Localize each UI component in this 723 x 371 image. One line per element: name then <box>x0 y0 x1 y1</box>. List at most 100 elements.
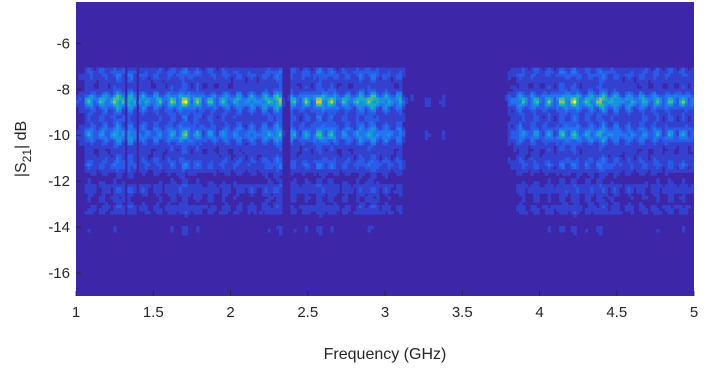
contour-cell <box>547 76 552 81</box>
contour-cell <box>84 97 89 102</box>
contour-cell <box>290 181 294 185</box>
contour-cell <box>253 94 257 99</box>
contour-cell <box>310 157 314 161</box>
contour-cell <box>170 103 174 108</box>
contour-cell <box>238 127 243 131</box>
contour-cell <box>393 118 397 123</box>
contour-cell <box>153 106 157 111</box>
contour-cell <box>370 139 374 143</box>
contour-cell <box>361 112 366 117</box>
contour-cell <box>227 73 231 78</box>
contour-cell <box>353 163 357 167</box>
contour-cell <box>116 196 120 200</box>
contour-cell <box>381 139 386 143</box>
contour-cell <box>424 136 429 140</box>
contour-cell <box>333 100 337 105</box>
contour-cell <box>536 118 540 123</box>
contour-cell <box>301 139 306 143</box>
contour-cell <box>544 211 549 215</box>
contour-cell <box>370 133 374 137</box>
contour-cell <box>130 175 134 179</box>
contour-cell <box>513 94 517 99</box>
contour-cell <box>181 187 186 191</box>
contour-cell <box>384 175 389 179</box>
contour-cell <box>384 136 389 140</box>
contour-cell <box>113 199 117 203</box>
contour-cell <box>541 103 546 108</box>
contour-cell <box>176 118 180 123</box>
contour-cell <box>218 124 223 129</box>
contour-cell <box>378 133 383 137</box>
contour-cell <box>201 97 206 102</box>
contour-cell <box>344 184 349 188</box>
contour-cell <box>170 85 174 90</box>
contour-cell <box>521 103 526 108</box>
contour-cell <box>338 103 343 108</box>
contour-cell <box>113 67 117 72</box>
contour-cell <box>378 184 383 188</box>
contour-cell <box>393 136 397 140</box>
contour-cell <box>521 151 526 155</box>
contour-cell <box>144 166 149 170</box>
contour-cell <box>156 193 160 197</box>
contour-cell <box>356 184 360 188</box>
contour-cell <box>184 82 189 87</box>
contour-cell <box>244 145 249 149</box>
contour-cell <box>170 166 174 170</box>
contour-cell <box>356 85 360 90</box>
contour-cell <box>533 118 537 123</box>
contour-cell <box>193 100 197 105</box>
contour-cell <box>290 136 294 140</box>
contour-cell <box>356 130 360 134</box>
contour-cell <box>113 211 117 215</box>
contour-cell <box>233 139 237 143</box>
contour-cell <box>547 82 552 87</box>
contour-cell <box>118 79 123 84</box>
contour-cell <box>381 82 386 87</box>
contour-cell <box>547 91 552 96</box>
contour-cell <box>530 103 534 108</box>
contour-cell <box>210 208 214 212</box>
contour-cell <box>373 82 377 87</box>
contour-cell <box>178 139 183 143</box>
contour-cell <box>364 118 369 123</box>
contour-cell <box>376 142 380 146</box>
contour-cell <box>170 82 174 87</box>
contour-cell <box>521 160 526 164</box>
contour-cell <box>316 136 320 140</box>
contour-cell <box>84 106 89 111</box>
contour-cell <box>384 112 389 117</box>
contour-cell <box>373 145 377 149</box>
contour-cell <box>264 118 269 123</box>
contour-cell <box>173 88 177 93</box>
contour-cell <box>236 130 240 134</box>
contour-cell <box>127 94 131 99</box>
contour-cell <box>130 94 134 99</box>
contour-cell <box>233 67 237 72</box>
contour-cell <box>196 130 200 134</box>
contour-cell <box>81 133 86 137</box>
contour-cell <box>196 196 200 200</box>
contour-cell <box>516 139 520 143</box>
contour-cell <box>367 100 371 105</box>
contour-cell <box>113 205 117 209</box>
contour-cell <box>216 136 220 140</box>
contour-cell <box>116 187 120 191</box>
contour-cell <box>113 103 117 108</box>
contour-cell <box>224 169 229 173</box>
contour-cell <box>118 175 123 179</box>
contour-cell <box>116 202 120 206</box>
contour-cell <box>256 115 260 120</box>
contour-cell <box>267 178 271 182</box>
contour-cell <box>273 211 277 215</box>
contour-cell <box>233 115 237 120</box>
contour-cell <box>318 76 323 81</box>
contour-cell <box>113 157 117 161</box>
contour-cell <box>510 121 514 126</box>
contour-cell <box>273 76 277 81</box>
contour-cell <box>536 85 540 90</box>
contour-cell <box>144 121 149 126</box>
contour-cell <box>273 151 277 155</box>
contour-cell <box>533 145 537 149</box>
contour-cell <box>121 208 126 212</box>
